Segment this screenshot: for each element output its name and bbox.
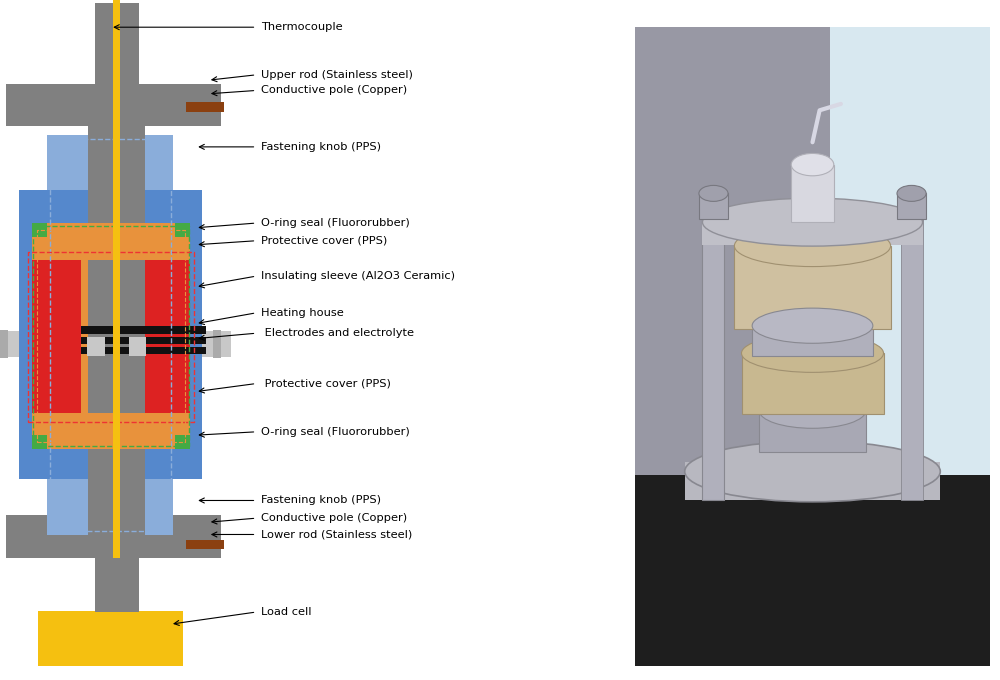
Ellipse shape: [742, 334, 884, 373]
Bar: [88, 518, 145, 558]
Bar: [32, 223, 47, 237]
Bar: [19, 190, 202, 479]
Ellipse shape: [752, 308, 873, 343]
Bar: [702, 213, 923, 245]
Text: Fastening knob (PPS): Fastening knob (PPS): [261, 496, 381, 505]
Text: O-ring seal (Fluororubber): O-ring seal (Fluororubber): [261, 427, 410, 437]
Ellipse shape: [685, 441, 940, 502]
Bar: [88, 260, 145, 413]
Bar: [87, 337, 105, 356]
Text: Fastening knob (PPS): Fastening knob (PPS): [261, 142, 381, 152]
Ellipse shape: [734, 225, 891, 267]
Bar: [897, 193, 926, 219]
Ellipse shape: [759, 393, 866, 428]
Bar: [186, 540, 224, 549]
Bar: [81, 337, 206, 344]
Bar: [81, 337, 142, 344]
Text: Conductive pole (Copper): Conductive pole (Copper): [261, 86, 408, 95]
Bar: [6, 515, 221, 558]
Bar: [186, 102, 224, 112]
Ellipse shape: [897, 186, 926, 201]
Bar: [95, 3, 139, 85]
Bar: [635, 27, 830, 475]
Bar: [145, 326, 206, 334]
Bar: [6, 84, 221, 126]
Bar: [213, 330, 221, 358]
Ellipse shape: [791, 154, 834, 176]
Text: Insulating sleeve (Al2O3 Ceramic): Insulating sleeve (Al2O3 Ceramic): [261, 271, 455, 281]
Text: Conductive pole (Copper): Conductive pole (Copper): [261, 513, 408, 523]
Text: Upper rod (Stainless steel): Upper rod (Stainless steel): [261, 70, 413, 80]
Bar: [88, 135, 145, 535]
Text: Lower rod (Stainless steel): Lower rod (Stainless steel): [261, 530, 413, 539]
Bar: [113, 0, 120, 558]
Text: Load cell: Load cell: [261, 607, 312, 617]
Bar: [81, 347, 206, 354]
Bar: [32, 260, 81, 413]
Bar: [88, 122, 145, 163]
Bar: [742, 353, 884, 414]
Bar: [81, 347, 142, 354]
Text: Protective cover (PPS): Protective cover (PPS): [261, 379, 391, 388]
Bar: [32, 223, 190, 449]
Bar: [145, 337, 206, 344]
Text: Protective cover (PPS): Protective cover (PPS): [261, 236, 388, 245]
Bar: [0, 331, 19, 357]
Ellipse shape: [699, 186, 728, 201]
Bar: [830, 27, 990, 475]
Bar: [734, 245, 891, 329]
Bar: [81, 326, 142, 334]
Bar: [38, 611, 183, 666]
Bar: [752, 326, 873, 356]
Bar: [47, 135, 173, 190]
Bar: [32, 435, 47, 449]
Bar: [81, 326, 206, 334]
Text: O-ring seal (Fluororubber): O-ring seal (Fluororubber): [261, 218, 410, 228]
Bar: [0, 330, 8, 358]
Bar: [142, 260, 190, 413]
Bar: [635, 475, 990, 666]
Bar: [202, 331, 231, 357]
Bar: [699, 193, 728, 219]
Bar: [759, 411, 866, 452]
Text: Thermocouple: Thermocouple: [261, 22, 343, 32]
Text: Heating house: Heating house: [261, 308, 344, 318]
Bar: [791, 165, 834, 222]
Bar: [47, 479, 173, 535]
Bar: [129, 337, 146, 356]
Bar: [175, 223, 190, 237]
Bar: [95, 556, 139, 612]
Text: Electrodes and electrolyte: Electrodes and electrolyte: [261, 328, 414, 338]
Bar: [175, 435, 190, 449]
Bar: [685, 462, 940, 500]
Bar: [702, 206, 724, 500]
Bar: [145, 347, 206, 354]
Bar: [901, 206, 923, 500]
Ellipse shape: [702, 198, 923, 246]
